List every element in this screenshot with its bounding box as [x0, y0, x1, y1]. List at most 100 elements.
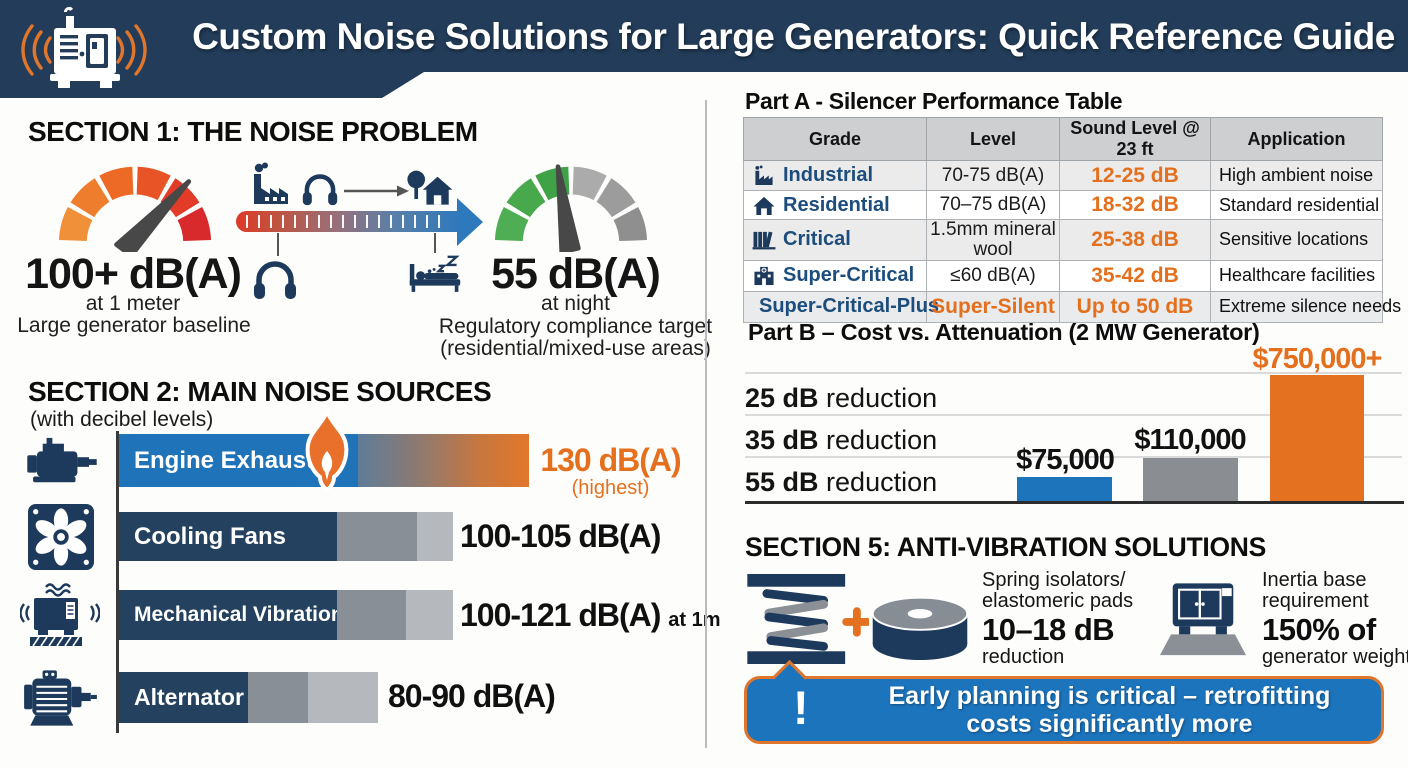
level-cell: 70–75 dB(A): [926, 190, 1060, 220]
level-cell: Super-Silent: [926, 290, 1060, 323]
cooling-fans-value: 100-105 dB(A): [460, 518, 661, 554]
engine-icon: [27, 437, 97, 483]
level-cell: 70-75 dB(A): [926, 160, 1060, 191]
library-books-icon: [752, 232, 776, 250]
value-note: at 1m: [668, 609, 721, 631]
bar-label: Mechanical Vibrations: [134, 603, 356, 626]
chart-baseline: [745, 501, 1404, 504]
db-suffix: reduction: [826, 383, 938, 413]
spring-reduction-value: 10–18 dB: [982, 612, 1115, 647]
bar-label: Cooling Fans: [134, 522, 286, 550]
target-noise-gauge-icon: [494, 164, 648, 252]
table-row: Super-Critical ≤60 dB(A) 35-42 dB Health…: [743, 259, 1383, 292]
connector-line: [277, 233, 279, 256]
db-suffix: reduction: [826, 425, 938, 455]
section1-title: SECTION 1: THE NOISE PROBLEM: [28, 116, 478, 147]
col-sound: Sound Level @ 23 ft: [1059, 117, 1211, 161]
table-row: Residential 70–75 dB(A) 18-32 dB Standar…: [743, 190, 1383, 220]
callout-text: Early planning is critical – retrofittin…: [852, 682, 1367, 738]
section5-title: SECTION 5: ANTI-VIBRATION SOLUTIONS: [745, 532, 1266, 562]
alternator-value: 80-90 dB(A): [388, 678, 556, 714]
cost-label-110k: $110,000: [1134, 424, 1246, 456]
part-b-title: Part B – Cost vs. Attenuation (2 MW Gene…: [748, 319, 1260, 345]
application-cell: High ambient noise: [1210, 160, 1383, 191]
gradient-bar-ticks: [246, 215, 450, 228]
application-cell: Extreme silence needs: [1210, 290, 1401, 323]
house-tree-icon: [407, 170, 453, 205]
section2-subtitle: (with decibel levels): [30, 408, 214, 431]
column-divider: [705, 100, 707, 748]
target-noise-sub1: at night: [541, 292, 610, 315]
db-value: 25 dB: [745, 383, 819, 413]
grade-label: Critical: [783, 228, 851, 251]
sound-cell: Up to 50 dB: [1059, 290, 1211, 323]
exclamation-icon: !: [793, 681, 809, 734]
baseline-noise-sub2: Large generator baseline: [17, 314, 251, 337]
col-grade: Grade: [743, 117, 927, 161]
grade-label: Super-Critical-Plus: [759, 295, 940, 318]
fan-icon: [28, 504, 94, 570]
col-level: Level: [926, 117, 1060, 161]
table-row: Super-Critical-Plus Super-Silent Up to 5…: [743, 290, 1401, 323]
grade-label: Residential: [783, 193, 890, 216]
headphones-icon: [302, 174, 338, 206]
sound-cell: 35-42 dB: [1059, 259, 1211, 292]
bar-engine-exhaust-gradient: [358, 434, 529, 487]
spring-text-line2: elastomeric pads: [982, 590, 1134, 612]
warning-callout: ! Early planning is critical – retrofitt…: [744, 659, 1384, 744]
cost-bar-110k: [1143, 458, 1238, 501]
inertia-text-line1: Inertia base: [1262, 569, 1367, 591]
inertia-base-generator-icon: [1159, 583, 1247, 656]
gridline: [745, 414, 1402, 416]
db-suffix: reduction: [826, 467, 938, 497]
grade-label: Super-Critical: [783, 264, 915, 287]
page-title: Custom Noise Solutions for Large Generat…: [192, 16, 1395, 57]
flame-icon: [305, 409, 349, 493]
db-value: 35 dB: [745, 425, 819, 455]
cost-label-75k: $75,000: [1016, 444, 1115, 476]
reduction-label-25db: 25 dB reduction: [745, 383, 937, 414]
spring-text-line1: Spring isolators/: [982, 569, 1126, 591]
sleeping-bed-icon: [409, 255, 461, 292]
hospital-icon: [754, 267, 774, 286]
sound-cell: 12-25 dB: [1059, 160, 1211, 191]
inertia-text-line2: requirement: [1262, 590, 1369, 612]
high-noise-gauge-icon: [58, 166, 212, 252]
gridline: [745, 372, 1402, 374]
vibration-icon: [20, 583, 100, 647]
factory-icon: [755, 165, 773, 186]
table-row: Industrial 70-75 dB(A) 12-25 dB High amb…: [743, 160, 1383, 191]
db-value: 55 dB: [745, 467, 819, 497]
application-cell: Standard residential: [1210, 190, 1383, 220]
section2-title: SECTION 2: MAIN NOISE SOURCES: [28, 376, 492, 407]
inertia-value-sub: generator weight: [1262, 646, 1408, 668]
bar-label: Alternator: [134, 684, 244, 710]
grade-label: Industrial: [783, 164, 874, 186]
bar-cooling-fans-range: [337, 512, 417, 561]
elastomeric-pad-icon: [871, 596, 969, 661]
target-noise-value: 55 dB(A): [491, 250, 661, 298]
bar-alternator-range: [248, 672, 308, 723]
inertia-value: 150% of: [1262, 612, 1376, 647]
gradient-arrowhead-icon: [457, 198, 483, 246]
table-header-row: Grade Level Sound Level @ 23 ft Applicat…: [743, 117, 1383, 161]
sound-cell: 25-38 dB: [1059, 219, 1211, 261]
cost-label-750k: $750,000+: [1252, 343, 1383, 375]
alternator-motor-icon: [24, 670, 97, 726]
spring-reduction-sub: reduction: [982, 646, 1065, 668]
bar-alternator: Alternator: [119, 672, 248, 723]
bar-label: Engine Exhaust: [134, 446, 315, 474]
col-application: Application: [1210, 117, 1383, 161]
engine-exhaust-note: (highest): [571, 477, 650, 499]
bar-cooling-fans-range2: [417, 512, 453, 561]
bar-mech-vib-range: [337, 590, 406, 640]
target-noise-sub2: Regulatory compliance target: [438, 315, 713, 338]
bar-cooling-fans: Cooling Fans: [119, 512, 337, 561]
callout-line2: costs significantly more: [966, 710, 1253, 738]
gridline: [745, 456, 1402, 458]
engine-exhaust-value: 130 dB(A): [540, 442, 681, 478]
application-cell: Healthcare facilities: [1210, 259, 1383, 292]
bar-mechanical-vibrations: Mechanical Vibrations: [119, 590, 355, 640]
factory-icon: [254, 162, 288, 204]
